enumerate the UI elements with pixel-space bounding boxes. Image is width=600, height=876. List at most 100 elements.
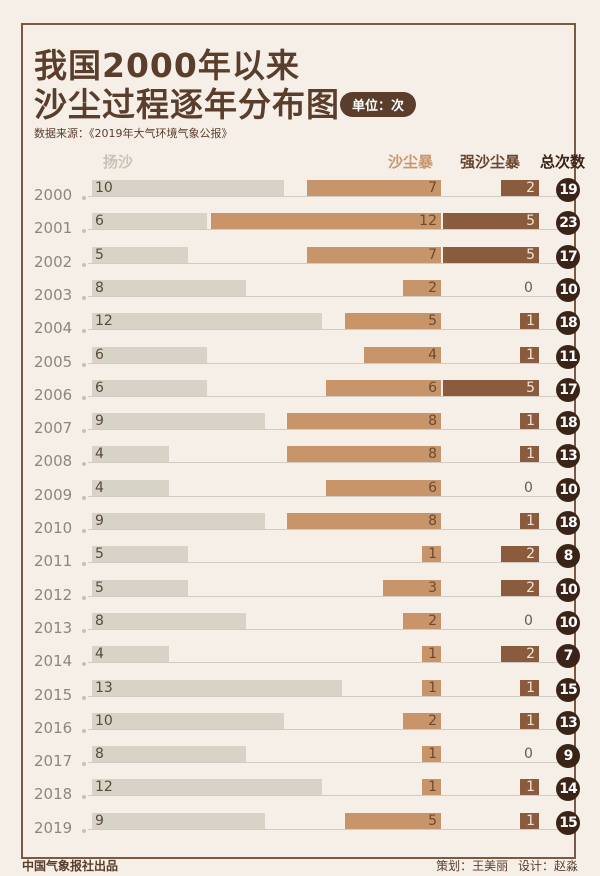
bar-yangsha: 8 — [92, 612, 246, 629]
year-dot — [82, 362, 86, 367]
year-label: 2011 — [34, 552, 73, 571]
bar-strong-dust-storm: 5 — [443, 379, 539, 396]
row-baseline — [88, 662, 558, 664]
total-badge: 17 — [556, 244, 580, 269]
bar-yangsha: 8 — [92, 746, 246, 763]
year-dot — [82, 495, 86, 500]
bar-strong-dust-storm: 1 — [519, 679, 539, 696]
year-dot — [82, 262, 86, 267]
row-baseline — [88, 762, 558, 764]
bar-yangsha: 4 — [92, 479, 169, 496]
total-badge: 10 — [556, 610, 580, 635]
bar-dust-storm: 8 — [287, 513, 441, 529]
year-dot — [82, 295, 86, 300]
bar-dust-storm: 5 — [345, 812, 441, 829]
total-badge: 10 — [556, 477, 580, 502]
bar-dust-storm: 5 — [345, 313, 441, 330]
bar-yangsha: 4 — [92, 646, 169, 663]
page-title: 我国2000年以来 沙尘过程逐年分布图 — [34, 46, 340, 124]
bar-dust-storm: 6 — [325, 379, 441, 396]
bar-strong-dust-storm: 1 — [519, 413, 539, 430]
total-badge: 13 — [556, 710, 580, 735]
bar-strong-dust-storm: 2 — [500, 180, 539, 196]
bar-dust-storm: 2 — [402, 712, 441, 729]
year-dot — [82, 529, 86, 533]
total-badge: 9 — [556, 744, 580, 769]
bar-yangsha: 8 — [92, 279, 246, 296]
year-label: 2007 — [34, 419, 73, 438]
value-strong-dust-storm-zero: 0 — [524, 612, 533, 629]
bar-yangsha: 5 — [92, 579, 188, 596]
total-badge: 15 — [556, 677, 580, 702]
value-strong-dust-storm-zero: 0 — [524, 479, 533, 496]
year-label: 2003 — [34, 285, 73, 304]
total-badge: 23 — [556, 211, 580, 236]
year-label: 2018 — [34, 785, 73, 804]
chart-frame — [21, 23, 576, 859]
bar-dust-storm: 2 — [402, 612, 441, 629]
year-label: 2008 — [34, 452, 73, 471]
year-dot — [82, 229, 86, 234]
bar-strong-dust-storm: 5 — [443, 246, 539, 263]
year-label: 2005 — [34, 352, 73, 371]
bar-strong-dust-storm: 1 — [519, 313, 539, 330]
total-badge: 13 — [556, 444, 580, 469]
bar-strong-dust-storm: 5 — [443, 213, 539, 230]
bar-yangsha: 6 — [92, 346, 208, 363]
unit-badge: 单位：次 — [340, 92, 417, 117]
bar-dust-storm: 1 — [421, 679, 441, 696]
bar-yangsha: 10 — [92, 180, 284, 196]
value-strong-dust-storm-zero: 0 — [524, 746, 533, 763]
bar-yangsha: 4 — [92, 446, 169, 463]
year-dot — [82, 462, 86, 467]
year-dot — [82, 695, 86, 700]
bar-dust-storm: 6 — [325, 479, 441, 496]
year-label: 2014 — [34, 652, 73, 671]
year-dot — [82, 429, 86, 434]
year-dot — [82, 662, 86, 667]
bar-dust-storm: 8 — [287, 413, 441, 430]
row-baseline — [88, 828, 558, 830]
row-baseline — [88, 628, 558, 630]
bar-yangsha: 6 — [92, 379, 208, 396]
bar-strong-dust-storm: 1 — [519, 346, 539, 363]
year-label: 2000 — [34, 186, 73, 204]
legend-yangsha: 扬沙 — [103, 153, 134, 171]
year-dot — [82, 762, 86, 767]
year-label: 2006 — [34, 385, 73, 404]
row-baseline — [88, 329, 558, 331]
bar-dust-storm: 12 — [210, 213, 441, 230]
year-dot — [82, 562, 86, 567]
total-badge: 18 — [556, 311, 580, 336]
year-dot — [82, 395, 86, 400]
bar-strong-dust-storm: 2 — [500, 579, 539, 596]
total-badge: 11 — [556, 344, 580, 369]
row-baseline — [88, 262, 558, 264]
legend-strong-dust-storm: 强沙尘暴 — [460, 153, 521, 171]
row-baseline — [88, 728, 558, 730]
bar-strong-dust-storm: 2 — [500, 646, 539, 663]
year-label: 2001 — [34, 219, 73, 238]
year-dot — [82, 628, 86, 633]
total-badge: 18 — [556, 511, 580, 535]
year-label: 2012 — [34, 585, 73, 604]
bar-dust-storm: 2 — [402, 279, 441, 296]
bar-strong-dust-storm: 1 — [519, 812, 539, 829]
bar-yangsha: 9 — [92, 513, 265, 529]
bar-strong-dust-storm: 1 — [519, 446, 539, 463]
year-label: 2015 — [34, 685, 73, 704]
total-badge: 17 — [556, 377, 580, 402]
row-baseline — [88, 595, 558, 597]
row-baseline — [88, 462, 558, 464]
bar-yangsha: 9 — [92, 812, 265, 829]
bar-strong-dust-storm: 1 — [519, 712, 539, 729]
year-label: 2019 — [34, 818, 73, 837]
year-label: 2010 — [34, 519, 73, 537]
year-dot — [82, 329, 86, 334]
year-label: 2017 — [34, 752, 73, 771]
row-baseline — [88, 429, 558, 431]
row-baseline — [88, 295, 558, 297]
year-label: 2002 — [34, 252, 73, 271]
bar-dust-storm: 3 — [383, 579, 441, 596]
year-label: 2016 — [34, 718, 73, 737]
